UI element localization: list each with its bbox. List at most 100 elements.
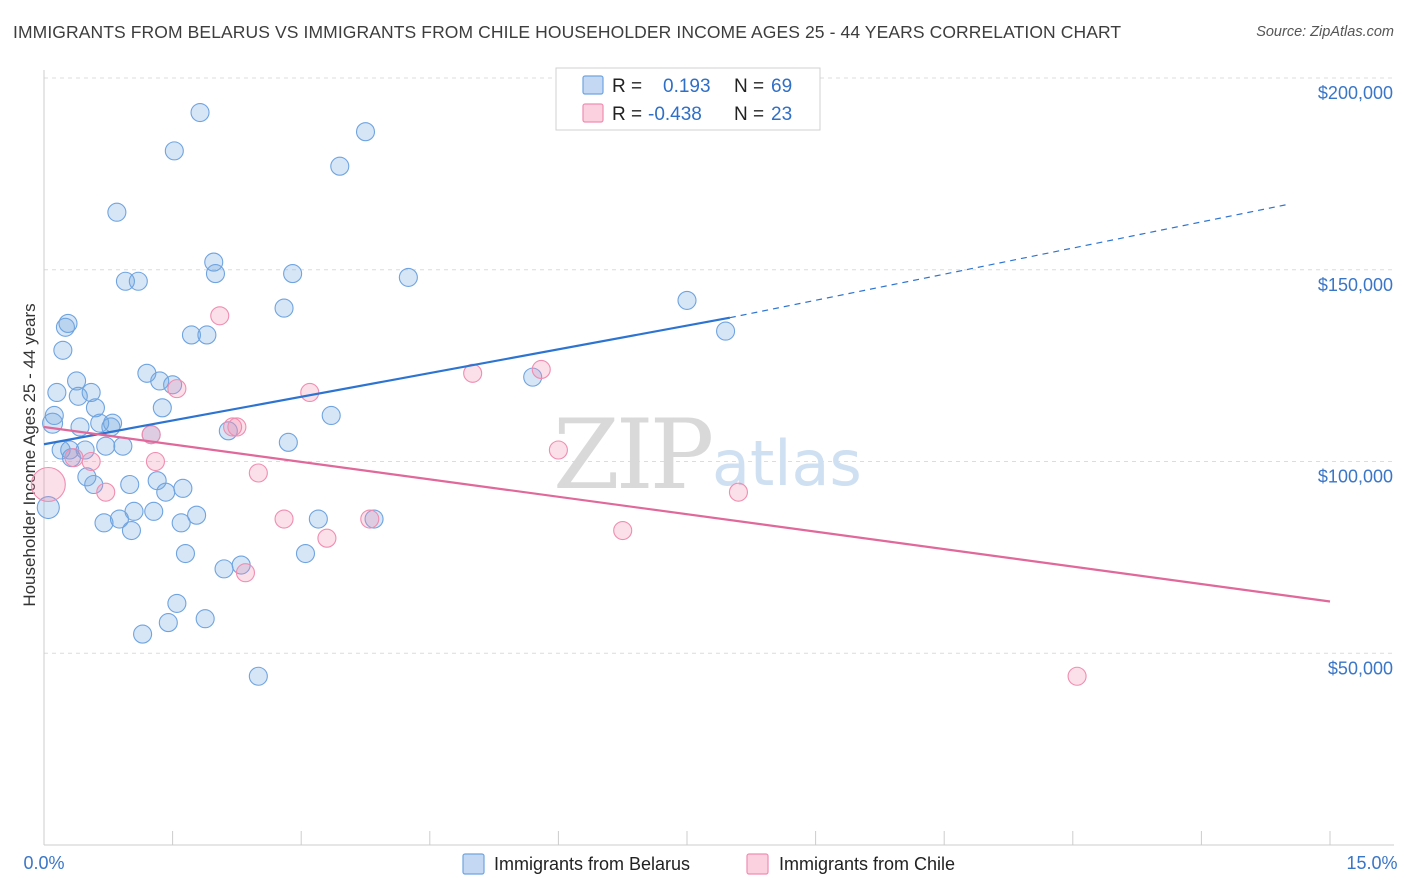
source-label: Source: ZipAtlas.com xyxy=(1256,24,1394,40)
bottom-legend: Immigrants from Belarus Immigrants from … xyxy=(462,853,955,875)
chile-point xyxy=(64,448,84,468)
legend-swatch-chile xyxy=(582,103,604,123)
chile-point xyxy=(30,466,66,503)
belarus-point xyxy=(68,386,88,406)
y-tick-label: $200,000 xyxy=(1318,83,1393,103)
belarus-point xyxy=(187,505,207,525)
axes xyxy=(43,70,1394,846)
chile-point xyxy=(728,482,748,502)
y-tick-label: $100,000 xyxy=(1318,467,1393,487)
belarus-point xyxy=(171,513,191,533)
belarus-point xyxy=(67,371,87,391)
chile-point xyxy=(360,509,380,529)
belarus-trend-line xyxy=(43,316,731,446)
belarus-point xyxy=(156,482,176,502)
belarus-point xyxy=(84,474,104,495)
belarus-point xyxy=(355,122,376,142)
belarus-point xyxy=(58,313,78,333)
chile-point xyxy=(1067,666,1087,686)
bottom-legend-label-chile: Immigrants from Chile xyxy=(779,854,955,874)
belarus-point xyxy=(283,264,303,284)
chile-point xyxy=(274,509,294,529)
watermark-zip: ZIP xyxy=(553,399,712,511)
belarus-point xyxy=(364,509,384,529)
belarus-point xyxy=(107,202,127,222)
x-tick-label-max: 15.0% xyxy=(1346,853,1397,873)
y-axis-label: Householder Income Ages 25 - 44 years xyxy=(20,303,39,606)
chile-point xyxy=(81,451,101,472)
belarus-point xyxy=(398,267,418,287)
chile-point xyxy=(145,451,166,472)
chile-point xyxy=(531,359,551,380)
belarus-point xyxy=(36,495,60,520)
belarus-point xyxy=(152,398,172,418)
belarus-point xyxy=(214,559,234,579)
chile-point xyxy=(223,417,243,437)
belarus-point xyxy=(278,432,298,452)
chile-point xyxy=(167,379,187,399)
belarus-point xyxy=(205,264,226,284)
legend-r-label-belarus: R = xyxy=(612,76,642,97)
legend: R = 0.193 N = 69 R = -0.438 N = 23 xyxy=(555,67,821,131)
legend-r-value-chile: -0.438 xyxy=(648,104,702,125)
belarus-point xyxy=(81,382,101,403)
chile-points xyxy=(30,306,1087,686)
bottom-legend-swatch-belarus xyxy=(462,853,485,875)
belarus-point xyxy=(47,382,67,403)
legend-r-value-belarus: 0.193 xyxy=(663,76,711,97)
belarus-point xyxy=(677,290,697,310)
watermark: ZIP atlas xyxy=(553,399,862,511)
chile-point xyxy=(235,563,256,583)
belarus-point xyxy=(321,405,341,426)
x-ticks xyxy=(43,831,1331,845)
belarus-point xyxy=(167,593,187,613)
legend-n-label-belarus: N = xyxy=(734,76,764,97)
belarus-points xyxy=(36,102,736,686)
y-tick-labels: $50,000 $100,000 $150,000 $200,000 xyxy=(1318,83,1393,678)
belarus-point xyxy=(120,474,140,495)
belarus-point xyxy=(295,543,316,564)
chile-point xyxy=(227,417,247,437)
belarus-point xyxy=(716,321,736,341)
chile-point xyxy=(317,528,337,548)
belarus-point xyxy=(53,340,73,360)
chile-point xyxy=(210,306,230,326)
belarus-point xyxy=(85,398,105,418)
belarus-point xyxy=(150,371,170,391)
belarus-point xyxy=(144,501,164,521)
belarus-trend-extension xyxy=(729,203,1288,319)
belarus-point xyxy=(94,513,114,533)
chile-trend-line xyxy=(43,425,1331,603)
belarus-point xyxy=(44,405,64,426)
chile-point xyxy=(141,425,161,445)
belarus-point xyxy=(124,501,144,521)
watermark-atlas: atlas xyxy=(712,427,862,500)
chart-title: IMMIGRANTS FROM BELARUS VS IMMIGRANTS FR… xyxy=(13,22,1122,42)
belarus-point xyxy=(164,141,184,161)
belarus-point xyxy=(195,609,215,629)
legend-r-label-chile: R = xyxy=(612,104,642,125)
bottom-legend-label-belarus: Immigrants from Belarus xyxy=(494,854,690,874)
y-tick-label: $150,000 xyxy=(1318,275,1393,295)
x-tick-label-min: 0.0% xyxy=(23,853,64,873)
belarus-point xyxy=(96,436,116,456)
belarus-point xyxy=(175,543,196,564)
belarus-point xyxy=(173,478,193,498)
legend-n-label-chile: N = xyxy=(734,104,764,125)
belarus-point xyxy=(181,325,202,345)
trend-lines xyxy=(43,203,1331,603)
chile-point xyxy=(248,463,268,483)
belarus-point xyxy=(197,325,217,345)
belarus-point xyxy=(248,666,268,686)
chile-point xyxy=(613,520,633,541)
belarus-point xyxy=(113,436,133,456)
chile-point xyxy=(300,382,320,403)
belarus-point xyxy=(190,102,210,123)
y-tick-label: $50,000 xyxy=(1328,658,1393,678)
belarus-point xyxy=(133,624,153,644)
legend-n-value-belarus: 69 xyxy=(771,76,792,97)
belarus-point xyxy=(330,156,350,176)
legend-swatch-belarus xyxy=(582,75,604,95)
chile-point xyxy=(96,482,116,502)
